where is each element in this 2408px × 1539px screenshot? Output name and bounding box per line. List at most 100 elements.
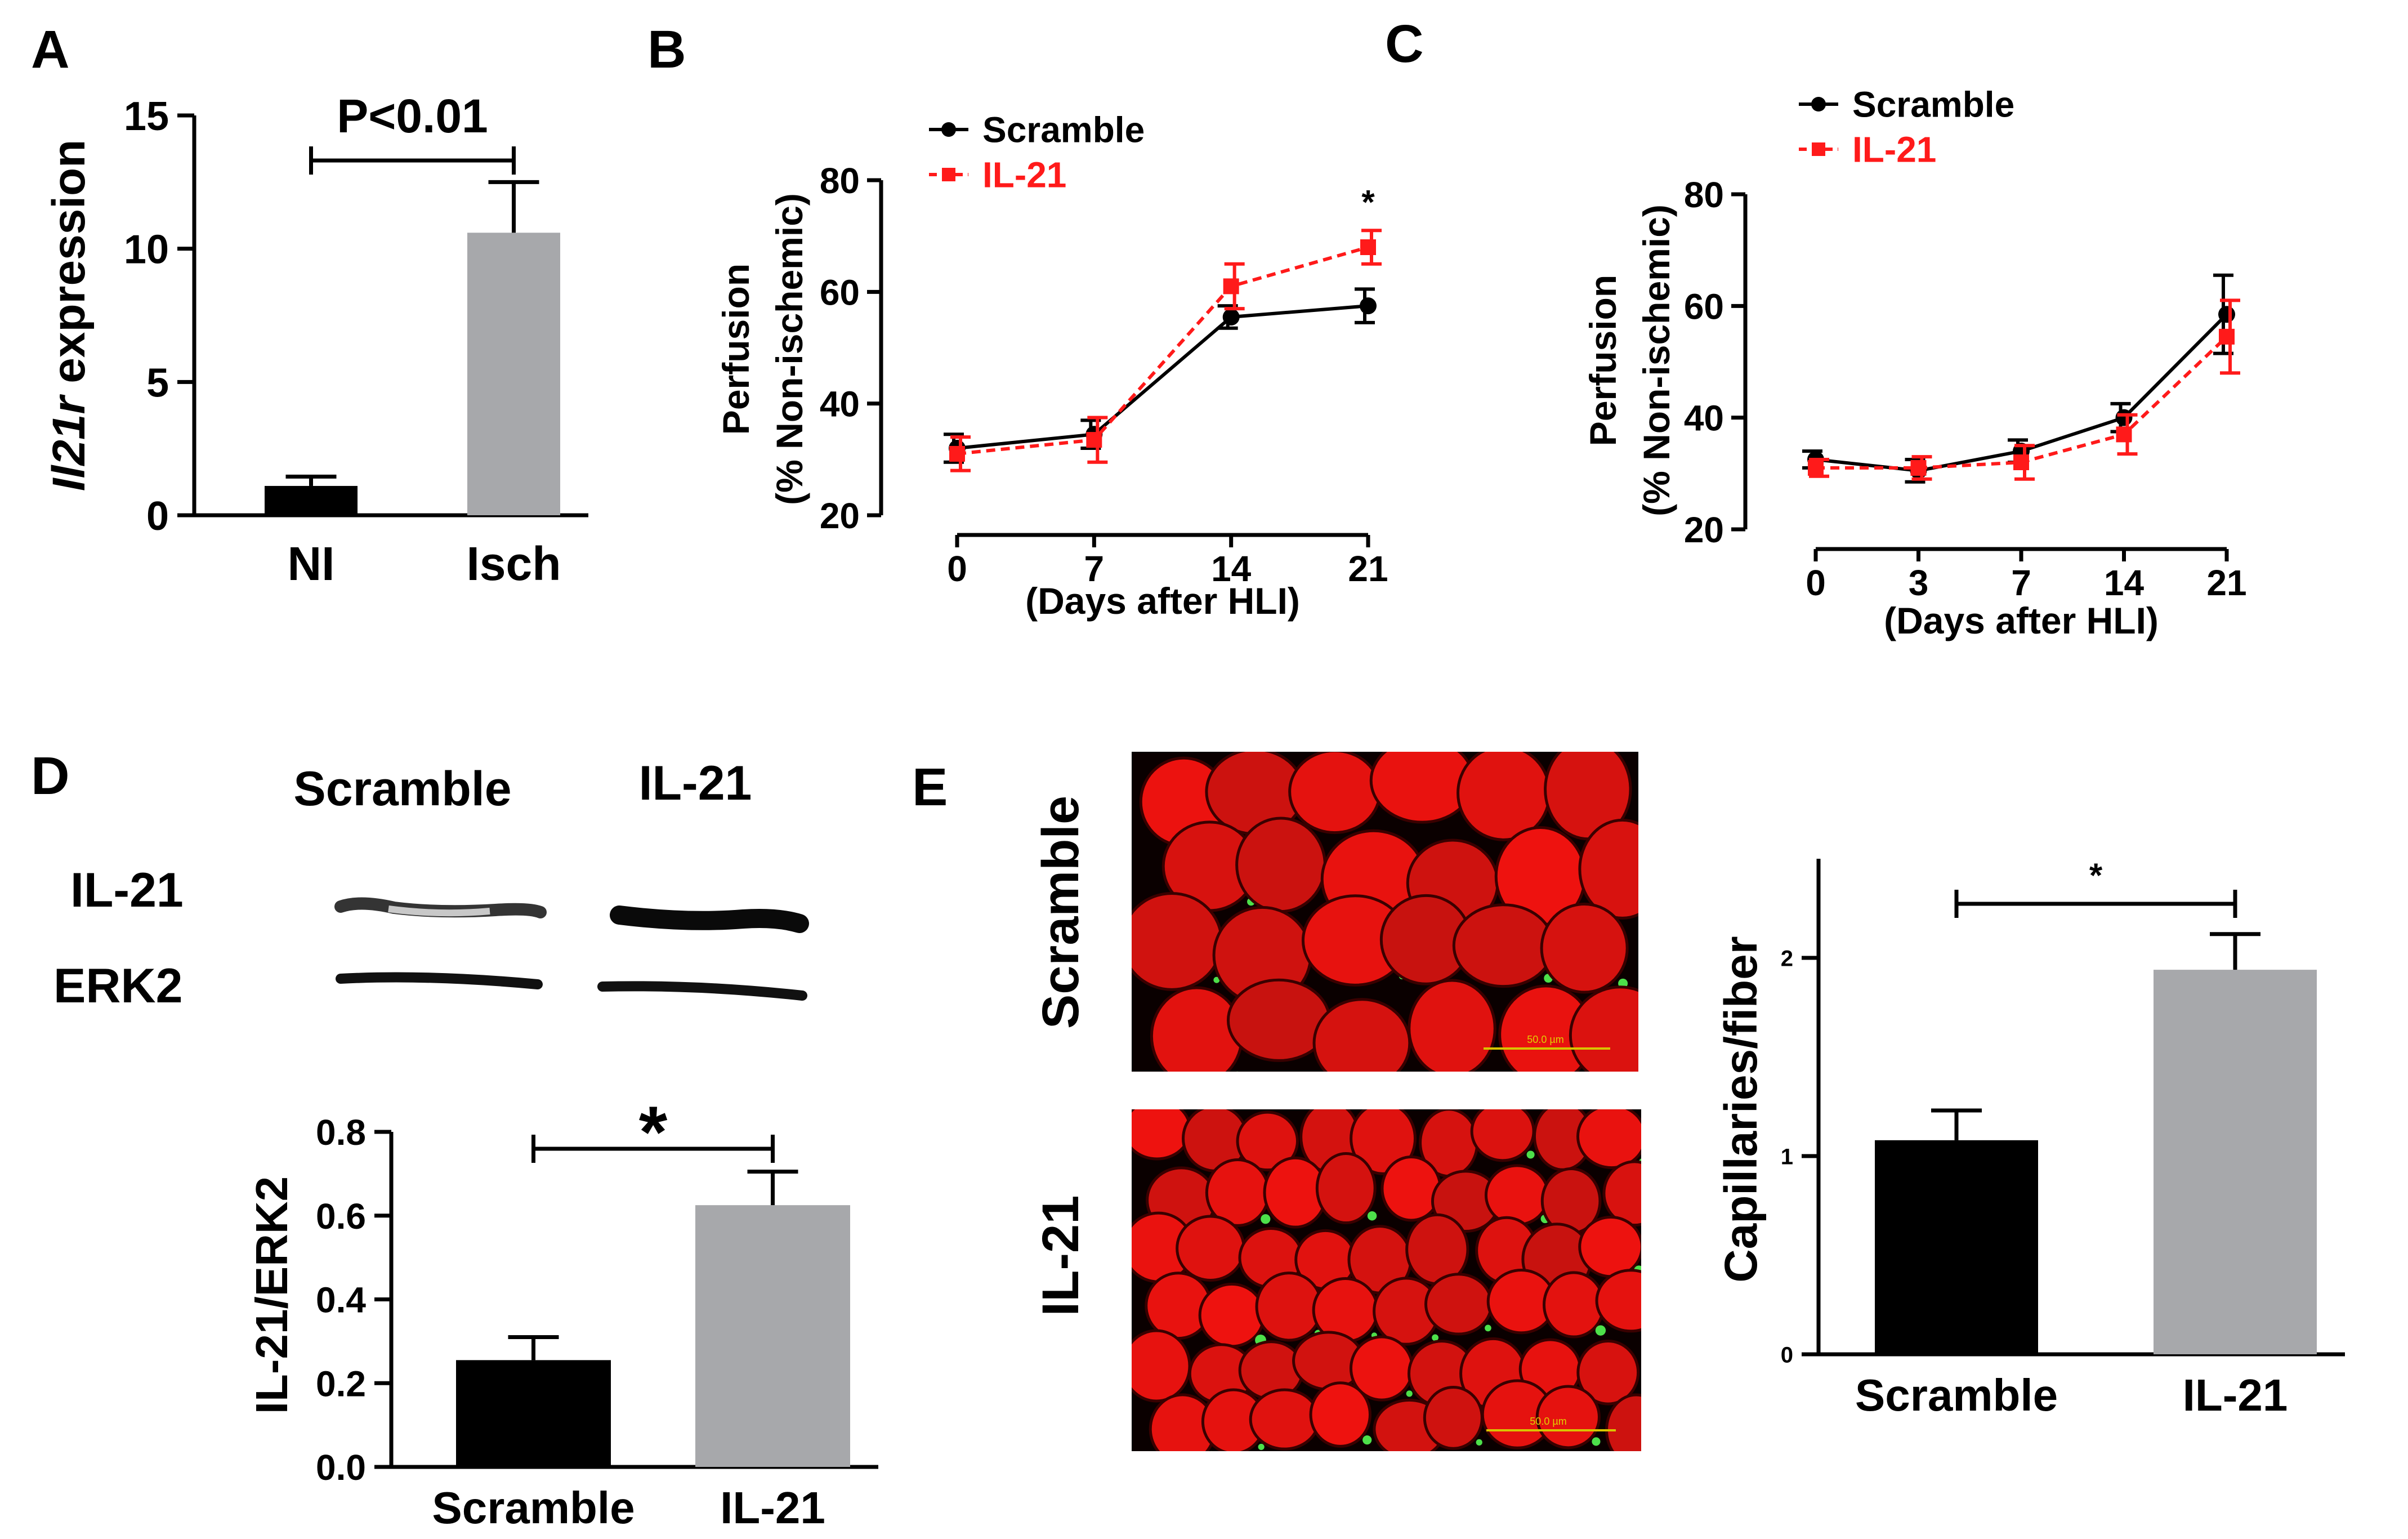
legend-marker: [1812, 142, 1825, 156]
capillary: [1236, 1071, 1239, 1072]
capillary: [1476, 1439, 1482, 1446]
data-point: [1808, 460, 1824, 476]
legend-marker: [1811, 97, 1826, 111]
capillary: [1207, 1451, 1217, 1462]
muscle-fiber: [1470, 1109, 1535, 1162]
y-tick-label: 80: [820, 160, 860, 201]
x-tick-label: NI: [288, 537, 335, 590]
muscle-fiber: [1408, 979, 1496, 1072]
capillary: [1432, 1334, 1439, 1341]
y-axis-label: (% Non-ischemic): [1636, 204, 1677, 516]
y-tick-label: 5: [146, 360, 169, 405]
data-point: [2116, 426, 2132, 443]
data-point: [2013, 454, 2029, 470]
significance-label: *: [2089, 857, 2103, 894]
y-tick-label: 20: [820, 496, 860, 536]
muscle-fiber: [1452, 903, 1555, 988]
y-tick-label: 10: [124, 227, 169, 273]
x-tick-label: Scramble: [1855, 1370, 2058, 1420]
muscle-fiber: [1236, 1110, 1299, 1172]
data-point: [949, 445, 965, 462]
chart-e-capillaries: 0 1 2 Scramble IL-21 * Capillaries/fiber: [1715, 857, 2345, 1420]
chart-d-il21-erk2: 0.0 0.2 0.4 0.6 0.8 Scramble IL-21 * IL-21/ERK2: [247, 1091, 878, 1533]
x-tick-label: 21: [1348, 548, 1388, 589]
x-tick-label: 7: [1084, 548, 1105, 589]
capillary: [1595, 1325, 1606, 1336]
blot-band-erk2-il21: [597, 981, 807, 1001]
y-tick-label: 40: [820, 384, 860, 425]
y-axis-label: (% Non-ischemic): [769, 193, 810, 505]
muscle-fiber: [1381, 1156, 1442, 1222]
y-tick-label: 20: [1684, 510, 1724, 550]
blot-lane-label-il21: IL-21: [639, 756, 752, 810]
y-tick-label: 0: [1781, 1342, 1793, 1367]
y-tick-label: 0.0: [316, 1447, 366, 1488]
muscle-fiber: [1176, 1215, 1245, 1282]
y-tick-label: 60: [1684, 286, 1724, 327]
capillary: [1659, 1216, 1665, 1222]
y-tick-label: 1: [1781, 1144, 1793, 1169]
muscle-fiber: [1235, 817, 1326, 913]
bar-il-21: [695, 1205, 850, 1467]
blot-lane-label-scramble: Scramble: [293, 762, 511, 816]
data-point: [1222, 308, 1240, 325]
capillary: [1485, 1324, 1491, 1332]
data-point: [2219, 328, 2235, 345]
muscle-fiber: [1484, 1164, 1550, 1226]
x-tick-label: 14: [1211, 548, 1252, 589]
muscle-fiber: [1543, 1271, 1605, 1339]
western-blot: Scramble IL-21 IL-21 ERK2: [53, 756, 809, 1013]
y-tick-label: 2: [1781, 946, 1793, 971]
legend-marker: [941, 122, 956, 137]
bar-isch: [467, 233, 560, 515]
scale-bar-label-scramble: 50.0 µm: [1527, 1034, 1563, 1045]
capillary: [1656, 904, 1665, 912]
micrograph-il21: [1132, 1109, 1665, 1462]
muscle-fiber: [1150, 986, 1244, 1072]
muscle-fiber: [1132, 1329, 1191, 1403]
panel-letter-b: B: [647, 20, 686, 79]
muscle-fiber: [1255, 1272, 1323, 1342]
bar-scramble: [1875, 1140, 2038, 1354]
scale-bar-label-il21: 50.0 µm: [1530, 1416, 1566, 1427]
capillary: [1592, 1437, 1601, 1446]
x-axis-label: (Days after HLI): [1025, 580, 1300, 622]
panel-letter-e: E: [912, 757, 948, 817]
x-tick-label: 0: [947, 548, 967, 589]
x-tick-label: 3: [1909, 563, 1929, 603]
data-point: [1360, 239, 1376, 255]
y-tick-label: 0.2: [316, 1363, 366, 1404]
capillary: [1406, 1390, 1413, 1397]
x-tick-label: 0: [1806, 563, 1826, 603]
image-label-il21: IL-21: [1032, 1195, 1089, 1317]
blot-row-label-il21: IL-21: [70, 863, 184, 917]
y-tick-label: 0.4: [316, 1280, 366, 1321]
muscle-fiber: [1578, 1215, 1641, 1278]
panel-letter-a: A: [31, 20, 70, 79]
data-point: [2115, 409, 2133, 426]
capillary: [1526, 1150, 1535, 1159]
capillary: [1367, 1211, 1377, 1221]
x-tick-label: Isch: [466, 537, 561, 590]
panel-letter-d: D: [31, 746, 70, 806]
data-point: [1360, 297, 1377, 315]
y-tick-label: 0.6: [316, 1196, 366, 1237]
muscle-fiber: [1315, 1152, 1377, 1225]
y-tick-label: 15: [124, 94, 169, 139]
muscle-fiber: [1312, 998, 1411, 1072]
muscle-fiber: [1457, 752, 1551, 841]
muscle-fiber: [1569, 985, 1638, 1072]
muscle-fiber: [1288, 752, 1382, 835]
muscle-fiber: [1578, 818, 1638, 920]
muscle-fiber: [1423, 1386, 1484, 1450]
legend-label: Scramble: [1852, 84, 2014, 124]
x-tick-label: IL-21: [2183, 1370, 2288, 1420]
muscle-fiber: [1198, 1282, 1266, 1348]
capillary: [1213, 976, 1220, 983]
muscle-fiber: [1602, 1160, 1641, 1227]
y-axis-label: Perfusion: [1582, 275, 1624, 446]
muscle-fiber: [1249, 1388, 1320, 1451]
blot-band-il21-scramble-core: [388, 905, 490, 917]
y-tick-label: 0: [146, 494, 169, 539]
x-tick-label: 14: [2104, 563, 2145, 603]
